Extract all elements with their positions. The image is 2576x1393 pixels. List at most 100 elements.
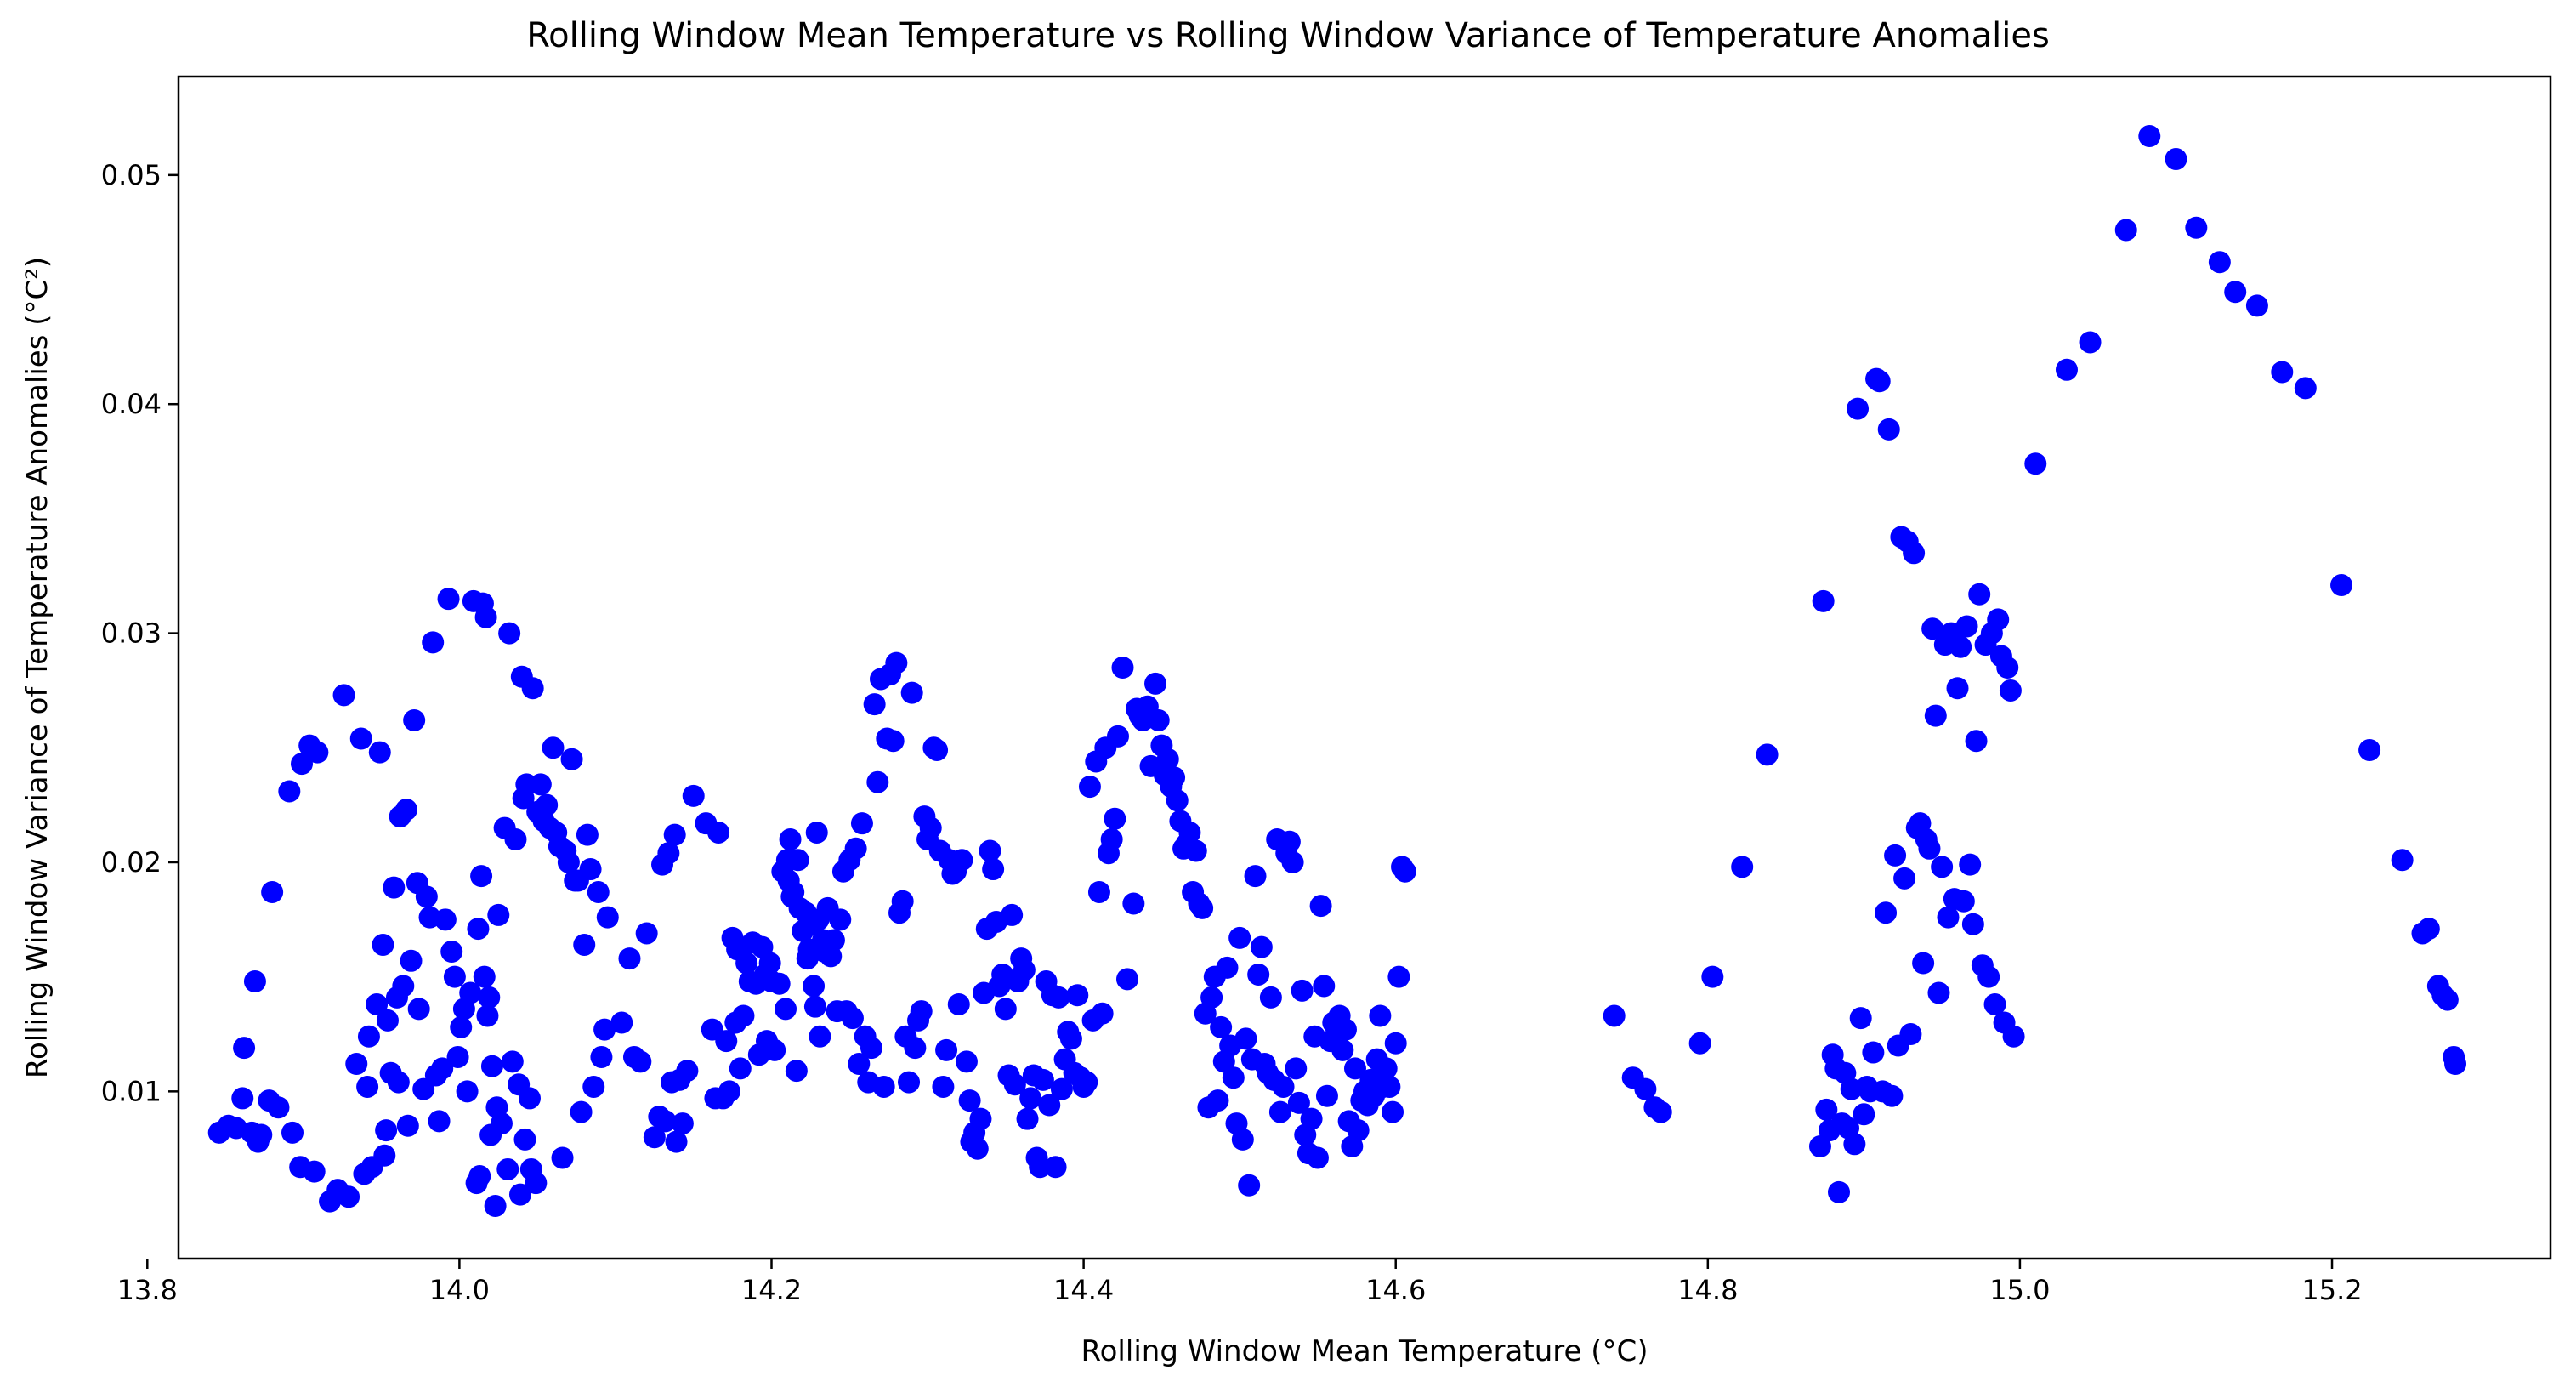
data-point [885, 651, 908, 674]
data-point [618, 947, 641, 970]
data-point [496, 1157, 519, 1180]
data-point [932, 1075, 955, 1098]
data-point [345, 1053, 368, 1076]
data-point [392, 975, 415, 998]
data-point [2002, 1025, 2025, 1048]
data-point [1116, 968, 1138, 991]
data-point [570, 1100, 593, 1123]
data-point [1808, 1135, 1831, 1158]
data-point [2391, 849, 2414, 872]
data-point [1104, 807, 1126, 830]
x-tick-label: 14.0 [429, 1274, 490, 1306]
data-point [357, 1025, 380, 1048]
data-point [456, 1080, 479, 1103]
data-point [1977, 965, 2000, 988]
data-point [521, 677, 544, 700]
data-point [665, 1130, 688, 1153]
data-point [866, 770, 889, 793]
data-point [291, 753, 314, 776]
data-point [372, 933, 394, 956]
chart-title: Rolling Window Mean Temperature vs Rolli… [526, 16, 2050, 55]
data-point [1961, 913, 1984, 935]
data-point [303, 1160, 326, 1183]
x-tick-label: 15.0 [1989, 1274, 2050, 1306]
data-point [2079, 331, 2102, 354]
data-point [732, 1004, 755, 1027]
data-point [822, 929, 845, 952]
data-point [281, 1121, 304, 1144]
data-point [394, 799, 417, 822]
data-point [1378, 1075, 1401, 1098]
data-point [1996, 657, 2019, 679]
data-point [1166, 789, 1189, 812]
data-point [376, 1009, 399, 1032]
data-point [1701, 965, 1724, 988]
data-point [898, 1071, 921, 1094]
data-point [1285, 1057, 1308, 1080]
data-point [579, 858, 602, 881]
data-point [518, 1087, 541, 1110]
data-point [758, 952, 781, 975]
data-point [446, 1045, 469, 1068]
data-point [261, 880, 284, 903]
data-point [1931, 856, 1954, 878]
data-point [1884, 844, 1907, 867]
data-point [809, 1025, 831, 1048]
data-point [2055, 358, 2078, 381]
data-point [863, 693, 886, 716]
data-point [368, 741, 391, 764]
data-point [332, 684, 355, 707]
data-point [610, 1011, 633, 1034]
data-point [1983, 992, 2006, 1015]
data-point [443, 965, 466, 988]
data-point [1949, 635, 1972, 658]
y-tick-label: 0.03 [101, 617, 162, 650]
data-point [1228, 926, 1251, 949]
data-point [1847, 397, 1870, 420]
data-point [1965, 730, 1988, 753]
data-point [1959, 853, 1982, 876]
data-point [935, 1038, 958, 1061]
data-point [478, 986, 501, 1009]
data-point [1200, 986, 1223, 1009]
data-point [596, 906, 619, 929]
y-axis-label: Rolling Window Variance of Temperature A… [20, 257, 54, 1078]
data-point [434, 908, 457, 931]
data-point [590, 1045, 613, 1068]
data-point [1016, 1107, 1039, 1130]
data-point [955, 1050, 978, 1073]
data-point [356, 1075, 379, 1098]
data-point [682, 784, 705, 807]
data-point [1278, 830, 1301, 853]
data-point [643, 1126, 666, 1149]
data-point [1100, 828, 1123, 851]
data-point [484, 1195, 507, 1218]
data-point [1343, 1057, 1366, 1080]
data-point [349, 727, 372, 750]
data-point [841, 1007, 864, 1030]
data-point [1955, 615, 1978, 638]
data-point [1331, 1038, 1354, 1061]
data-point [1281, 850, 1304, 873]
data-point [635, 922, 658, 945]
data-point [1268, 1100, 1291, 1123]
data-point [926, 738, 949, 761]
data-point [551, 1146, 574, 1169]
data-point [593, 1018, 616, 1041]
y-tick-label: 0.04 [101, 388, 162, 420]
data-point [459, 981, 482, 1004]
data-point [383, 876, 406, 899]
data-point [2444, 1053, 2467, 1076]
data-point [1868, 370, 1891, 393]
data-point [768, 972, 791, 995]
data-point [468, 1165, 491, 1188]
data-point [715, 1030, 738, 1053]
data-point [576, 823, 599, 846]
data-point [440, 941, 463, 964]
data-point [882, 730, 905, 753]
data-point [1927, 981, 1950, 1004]
data-point [663, 823, 686, 846]
data-point [2024, 452, 2047, 475]
data-point [1921, 617, 1944, 640]
y-tick-label: 0.01 [101, 1075, 162, 1107]
